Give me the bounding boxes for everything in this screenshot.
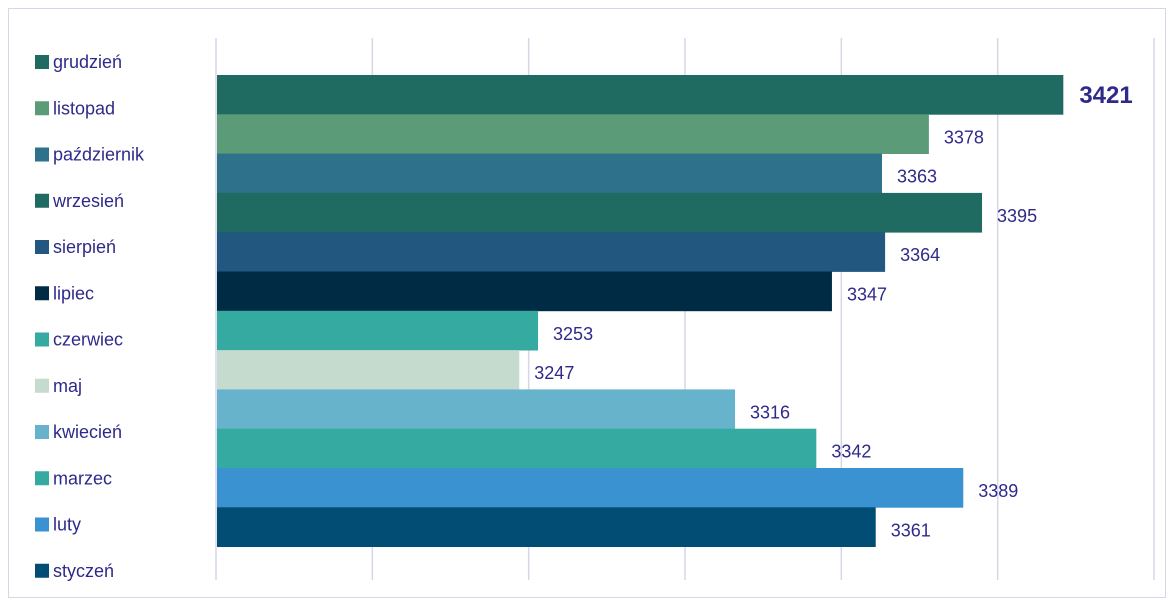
bar-11: [217, 507, 876, 547]
legend-swatch-2: [35, 148, 49, 162]
bar-4: [217, 232, 885, 272]
legend-swatch-7: [35, 379, 49, 393]
value-label-4: 3364: [900, 245, 940, 265]
bar-10: [217, 468, 963, 508]
bar-9: [217, 429, 816, 469]
bar-3: [217, 193, 982, 233]
bar-2: [217, 154, 882, 194]
value-label-2: 3363: [897, 167, 937, 187]
bar-6: [217, 311, 538, 351]
legend-label-1: listopad: [53, 98, 115, 118]
legend-label-0: grudzień: [53, 52, 122, 72]
value-label-0: 3421: [1079, 82, 1132, 109]
value-label-3: 3395: [997, 206, 1037, 226]
value-label-7: 3247: [534, 363, 574, 383]
legend: grudzień listopad październik wrzesień sierp…: [35, 52, 145, 581]
value-label-1: 3378: [944, 127, 984, 147]
legend-swatch-3: [35, 194, 49, 208]
bars-group: [217, 75, 1063, 547]
legend-swatch-0: [35, 55, 49, 69]
value-label-8: 3316: [750, 402, 790, 422]
legend-label-4: sierpień: [53, 237, 116, 257]
value-label-11: 3361: [891, 520, 931, 540]
legend-swatch-4: [35, 240, 49, 254]
legend-label-11: styczeń: [53, 561, 114, 581]
legend-swatch-8: [35, 425, 49, 439]
bar-0: [217, 75, 1063, 115]
legend-swatch-5: [35, 286, 49, 300]
value-label-9: 3342: [831, 442, 871, 462]
legend-swatch-1: [35, 101, 49, 115]
legend-swatch-11: [35, 564, 49, 578]
legend-swatch-6: [35, 333, 49, 347]
legend-label-8: kwiecień: [53, 422, 122, 442]
value-label-6: 3253: [553, 324, 593, 344]
bar-1: [217, 114, 929, 154]
value-label-5: 3347: [847, 285, 887, 305]
legend-swatch-9: [35, 471, 49, 485]
legend-label-7: maj: [53, 376, 82, 396]
bar-7: [217, 350, 519, 390]
legend-label-3: wrzesień: [52, 191, 124, 211]
legend-label-2: październik: [53, 145, 145, 165]
legend-label-6: czerwiec: [53, 330, 123, 350]
bar-8: [217, 389, 735, 429]
legend-label-9: marzec: [53, 468, 112, 488]
legend-label-5: lipiec: [53, 283, 94, 303]
legend-swatch-10: [35, 518, 49, 532]
bar-5: [217, 272, 832, 312]
legend-label-10: luty: [53, 515, 81, 535]
value-label-10: 3389: [978, 481, 1018, 501]
